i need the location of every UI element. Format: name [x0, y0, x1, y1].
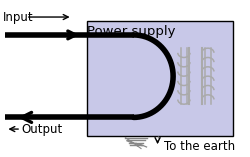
Text: Output: Output — [21, 123, 62, 136]
Text: Input: Input — [3, 11, 34, 24]
Text: Power supply: Power supply — [87, 25, 176, 38]
Bar — [87, 21, 233, 136]
Text: To the earth: To the earth — [164, 141, 235, 154]
